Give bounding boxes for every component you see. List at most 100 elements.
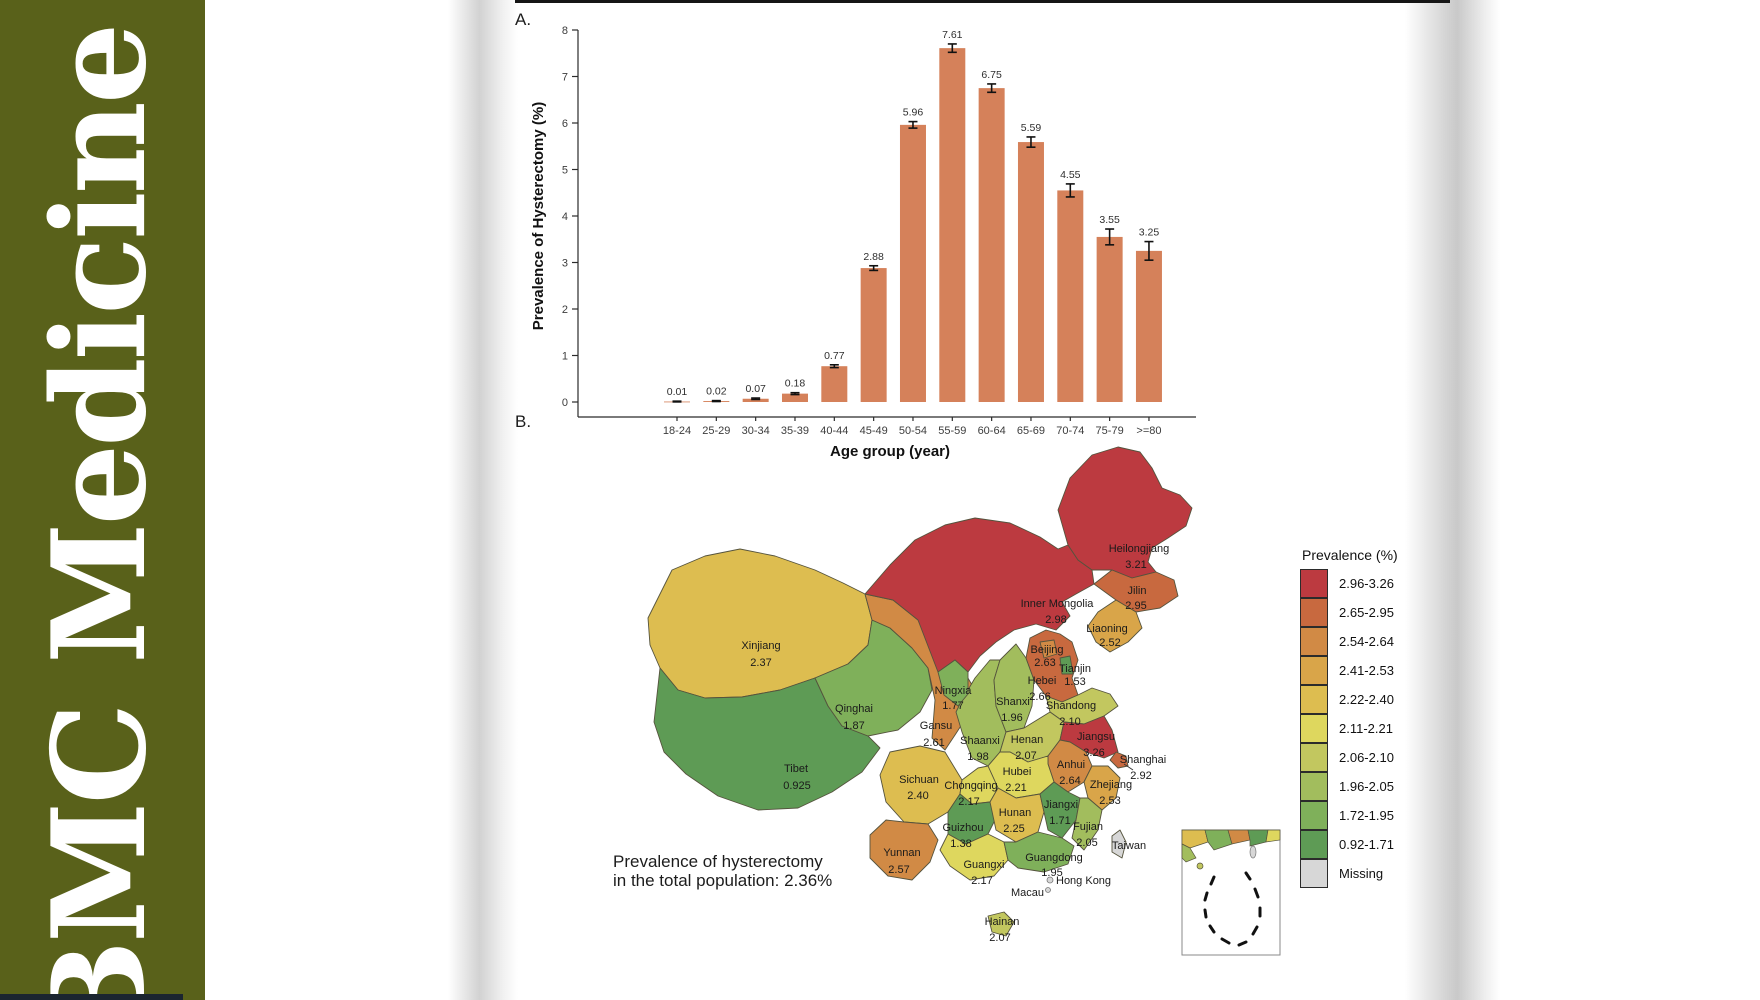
legend-label: 2.11-2.21 [1339, 721, 1393, 736]
shanghai-leader-line [1123, 763, 1134, 771]
legend-label: Missing [1339, 866, 1384, 881]
province-label-shanxi: Shanxi [996, 696, 1030, 708]
bar-value-label: 5.59 [1021, 122, 1042, 134]
page-left-edge-shadow [448, 0, 518, 1000]
bar-value-label: 4.55 [1060, 169, 1081, 181]
nine-dash-line [1203, 871, 1262, 947]
legend-label: 1.96-2.05 [1339, 779, 1394, 794]
province-ningxia [937, 659, 969, 707]
bar-value-label: 0.18 [785, 378, 806, 390]
x-tick-label: 70-74 [1056, 425, 1084, 437]
province-label-guangxi: Guangxi [964, 859, 1005, 871]
province-label-sichuan: Sichuan [899, 774, 939, 786]
total-prevalence-note-line1: Prevalence of hysterectomy [613, 852, 823, 871]
province-label-chongqing: Chongqing [944, 780, 997, 792]
province-value-heilongjiang: 3.21 [1125, 559, 1146, 571]
province-label-ningxia: Ningxia [935, 685, 973, 697]
province-guangxi [939, 833, 1009, 881]
province-label-shaanxi: Shaanxi [960, 735, 1000, 747]
legend-row-2.11-2.21: 2.11-2.21 [1300, 713, 1398, 743]
y-tick-label: 4 [562, 211, 568, 223]
province-value-hebei: 2.66 [1029, 691, 1050, 703]
total-prevalence-note: Prevalence of hysterectomy in the total … [613, 852, 832, 890]
bar-60-64 [978, 88, 1005, 402]
legend-swatch [1300, 800, 1328, 830]
province-label-fujian: Fujian [1073, 821, 1103, 833]
inset-hainan [1196, 862, 1204, 870]
province-value-yunnan: 2.57 [888, 864, 909, 876]
inset-land [1181, 843, 1197, 863]
legend-label: 2.65-2.95 [1339, 605, 1394, 620]
legend-row-2.54-2.64: 2.54-2.64 [1300, 626, 1398, 656]
y-tick-label: 5 [562, 165, 568, 177]
bar-value-label: 0.01 [667, 386, 688, 398]
province-hainan [987, 911, 1015, 937]
bar-value-label: 0.07 [745, 383, 766, 395]
china-choropleth-map: Xinjiang 2.37 Tibet 0.925 Qinghai 1.87 Gansu 2.… [647, 446, 1281, 956]
province-label-gansu: Gansu [920, 720, 952, 732]
province-fujian [1071, 797, 1103, 851]
map-legend: Prevalence (%) 2.96-3.26 2.65-2.95 2.54-2.… [1300, 547, 1398, 888]
province-label-hunan: Hunan [999, 807, 1031, 819]
legend-title: Prevalence (%) [1302, 547, 1398, 563]
x-tick-label: 30-34 [742, 425, 770, 437]
top-crop-line [515, 0, 1450, 3]
province-liaoning [1087, 599, 1143, 653]
legend-row-missing: Missing [1300, 858, 1398, 888]
province-label-tibet: Tibet [784, 763, 808, 775]
x-tick-label: 60-64 [978, 425, 1006, 437]
bar-35-39 [781, 393, 808, 402]
province-taiwan [1111, 829, 1127, 859]
legend-swatch [1300, 858, 1328, 888]
province-shapes [647, 446, 1193, 937]
x-tick-label: 50-54 [899, 425, 927, 437]
province-label-zhejiang: Zhejiang [1090, 779, 1132, 791]
province-label-qinghai: Qinghai [835, 703, 873, 715]
inset-taiwan [1249, 845, 1257, 859]
bar-65-69 [1017, 142, 1044, 402]
legend-label: 2.06-2.10 [1339, 750, 1394, 765]
bar-value-label: 0.02 [706, 386, 727, 398]
journal-sidebar: BMC Medicine [0, 0, 205, 1000]
province-value-guangxi: 2.17 [971, 875, 992, 887]
province-value-liaoning: 2.52 [1099, 637, 1120, 649]
x-tick-label: 55-59 [938, 425, 966, 437]
province-value-jiangsu: 3.26 [1083, 747, 1104, 759]
y-tick-label: 0 [562, 397, 568, 409]
province-label-hainan: Hainan [985, 916, 1020, 928]
legend-row-0.92-1.71: 0.92-1.71 [1300, 829, 1398, 859]
province-value-chongqing: 2.17 [958, 796, 979, 808]
total-prevalence-note-line2: in the total population: 2.36% [613, 871, 833, 890]
province-labels: Xinjiang 2.37 Tibet 0.925 Qinghai 1.87 Gansu 2.… [741, 543, 1169, 944]
province-label-anhui: Anhui [1057, 759, 1085, 771]
province-value-tibet: 0.925 [783, 780, 811, 792]
province-yunnan [869, 819, 939, 881]
bar->=80 [1135, 250, 1162, 402]
province-label-macau: Macau [1011, 887, 1044, 899]
page-right-edge-shadow [1405, 0, 1500, 1000]
x-tick-label: 35-39 [781, 425, 809, 437]
province-shanxi [993, 643, 1035, 733]
bar-value-label: 3.25 [1139, 227, 1160, 239]
province-tianjin [1059, 655, 1074, 675]
province-label-hebei: Hebei [1028, 675, 1057, 687]
bar-40-44 [821, 366, 848, 402]
province-value-anhui: 2.64 [1059, 775, 1080, 787]
sidebar-bottom-strip [0, 994, 183, 1000]
inset-land [1247, 829, 1269, 847]
province-value-tianjin: 1.53 [1064, 676, 1085, 688]
province-label-shandong: Shandong [1046, 700, 1096, 712]
province-label-hong-kong: Hong Kong [1056, 875, 1111, 887]
province-value-gansu: 2.61 [923, 737, 944, 749]
province-label-jiangsu: Jiangsu [1077, 731, 1115, 743]
province-value-hubei: 2.21 [1005, 782, 1026, 794]
province-value-fujian: 2.05 [1076, 837, 1097, 849]
y-tick-label: 1 [562, 351, 568, 363]
y-tick-label: 3 [562, 258, 568, 270]
bar-value-label: 2.88 [863, 251, 884, 263]
legend-swatch [1300, 655, 1328, 685]
x-tick-label: 40-44 [820, 425, 848, 437]
legend-row-2.65-2.95: 2.65-2.95 [1300, 597, 1398, 627]
journal-title: BMC Medicine [25, 25, 175, 1000]
legend-swatch [1300, 742, 1328, 772]
